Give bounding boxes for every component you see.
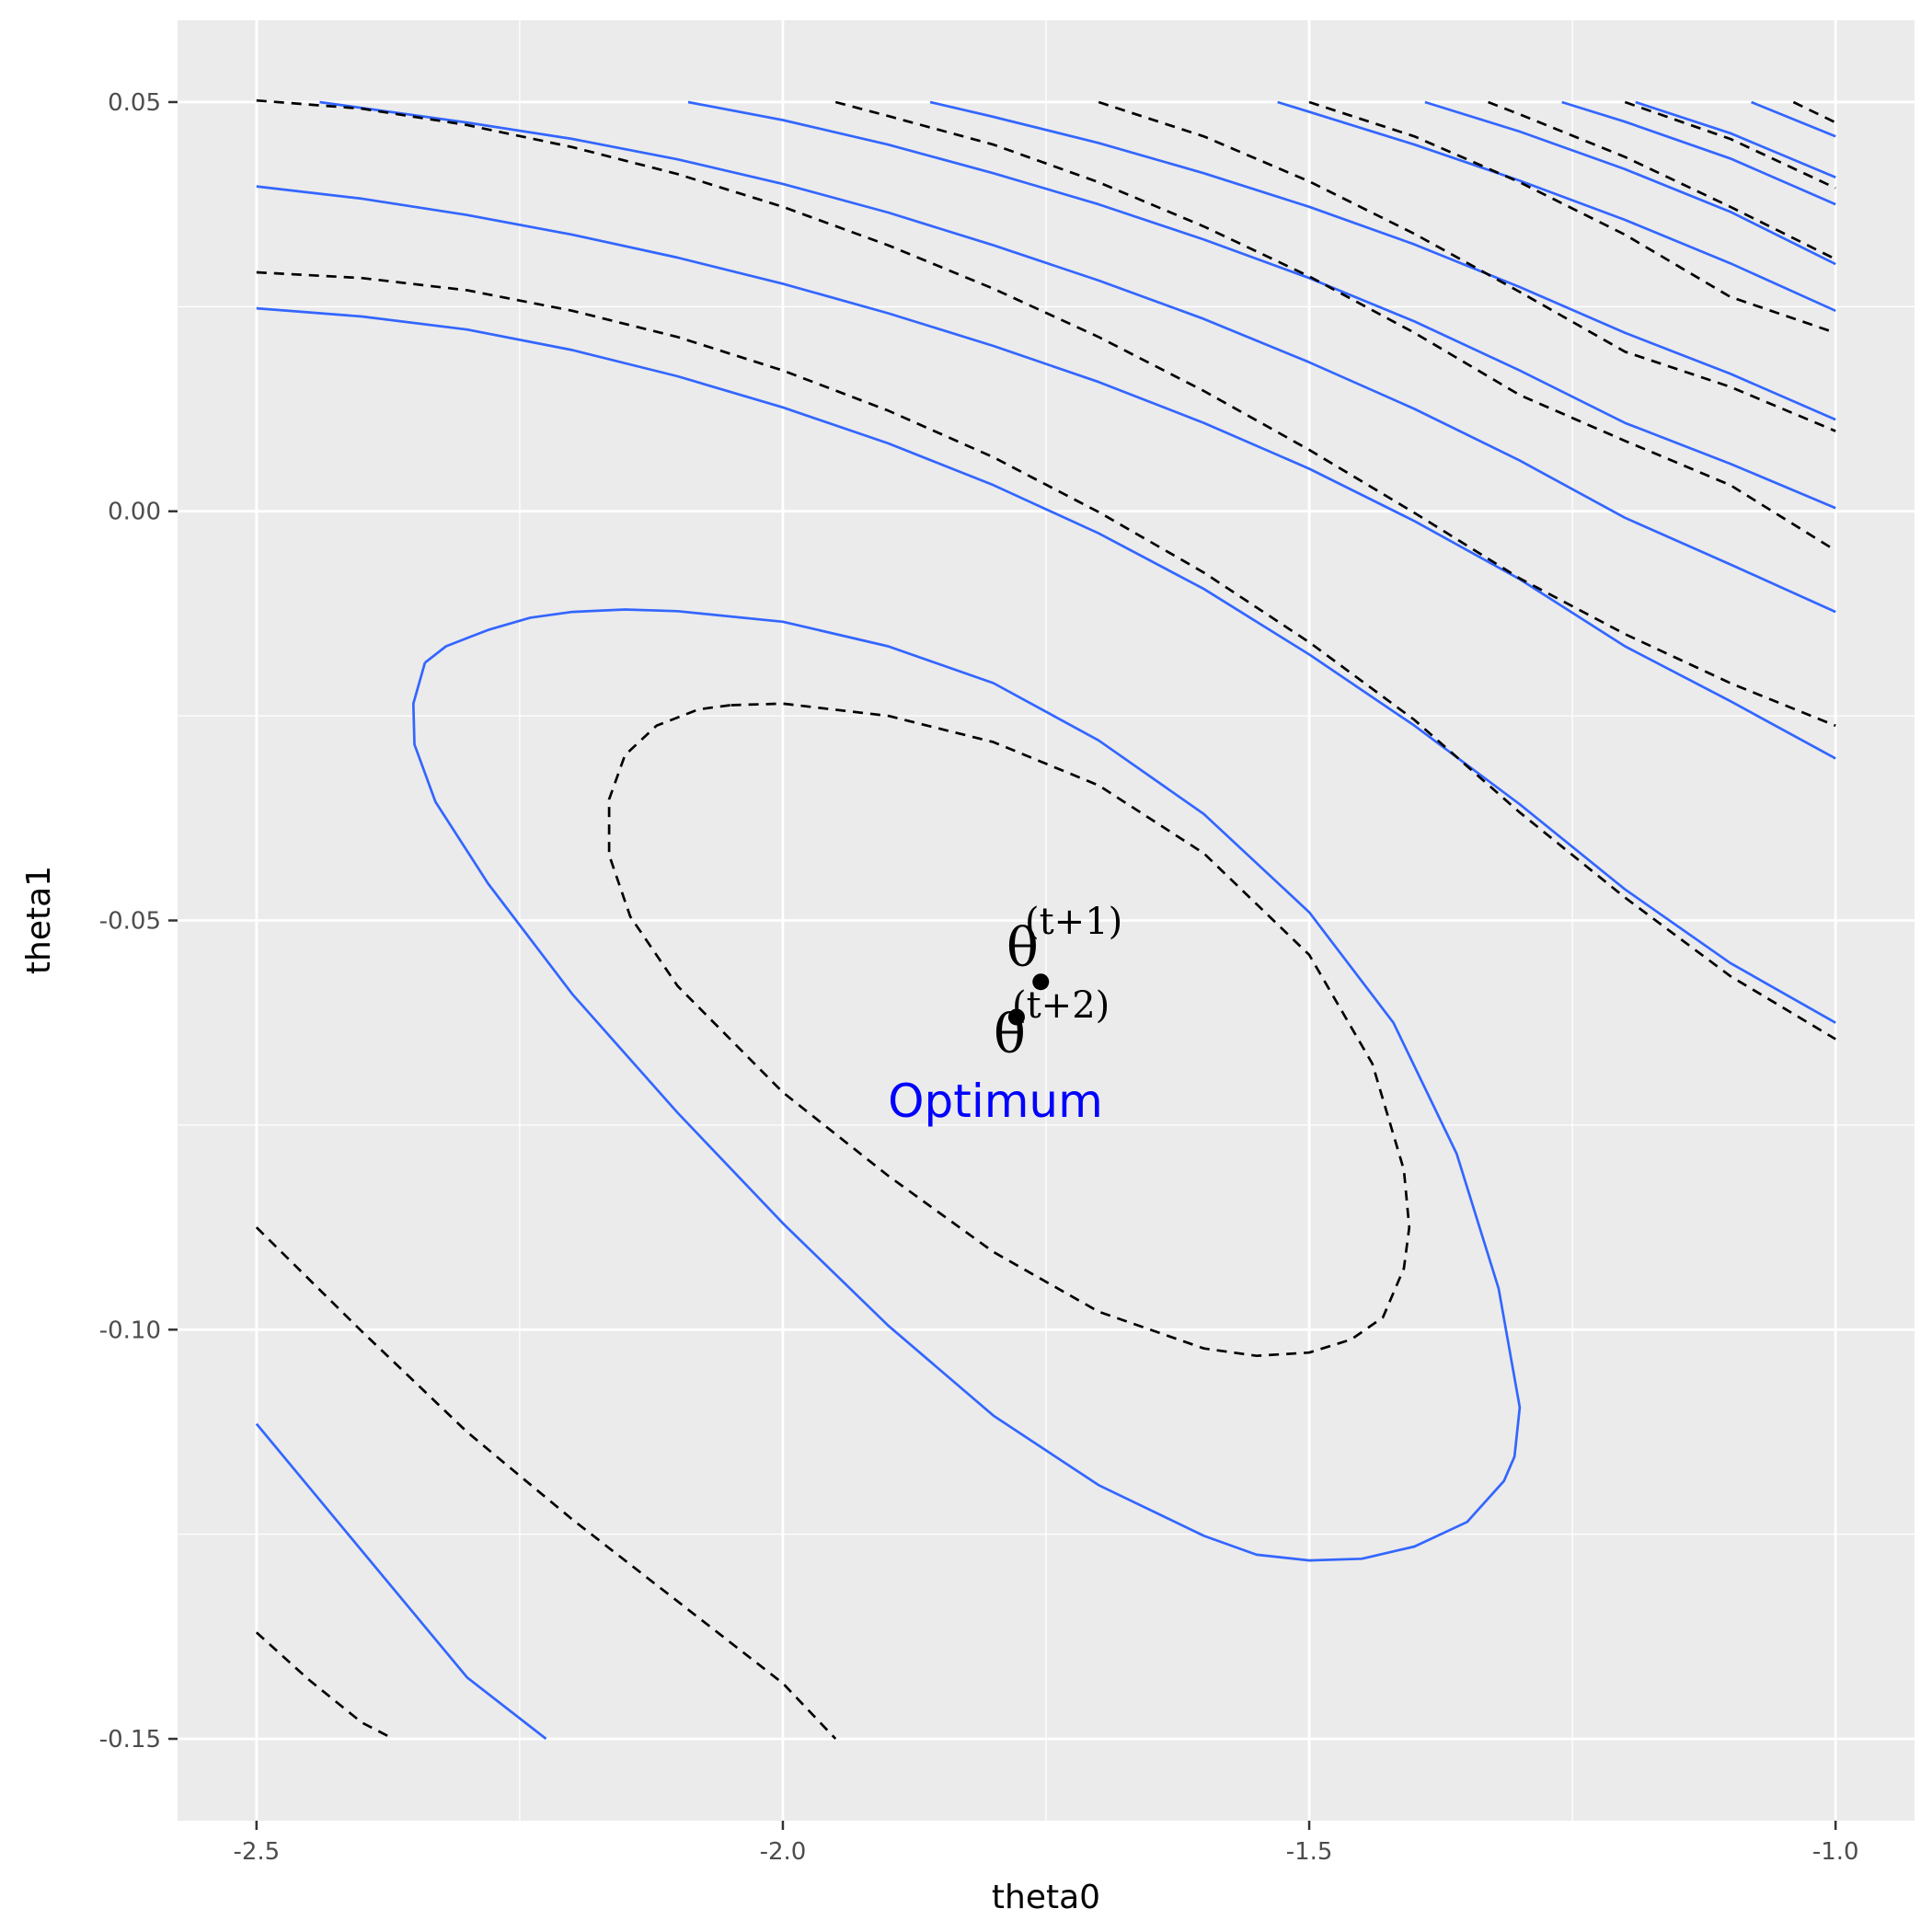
theta-t1-symbol: θ [1006,916,1039,979]
y-tick-label: -0.10 [99,1317,161,1344]
x-tick-label: -1.0 [1812,1838,1859,1866]
dashed-contour-5 [256,98,1836,728]
x-axis-title: theta0 [992,1879,1100,1916]
solid-contour-7 [929,100,1836,421]
gridlines [178,20,1915,1821]
y-tick-label: -0.15 [99,1726,161,1754]
y-axis: -0.15 -0.10 -0.05 0.00 0.05 [99,89,178,1754]
points-layer [1007,973,1050,1026]
theta-t+1-point [1032,973,1050,991]
dashed-contour-7 [1098,100,1836,432]
y-tick-label: 0.05 [108,89,161,117]
x-tick-label: -2.0 [760,1838,807,1866]
dashed-contour-3 [255,1631,395,1741]
dashed-contour-8 [1308,100,1836,335]
theta-t2-superscript: (t+2) [1012,984,1110,1027]
y-tick-label: 0.00 [108,499,161,526]
solid-contour-12 [1751,100,1836,138]
dashed-contour-2 [255,1226,837,1740]
theta-t+2-point [1007,1008,1025,1026]
solid-contour-11 [1635,100,1836,179]
solid-contour-10 [1561,100,1836,206]
theta-t2-symbol: θ [994,1003,1026,1065]
solid-contour-2 [255,1422,547,1741]
y-axis-title: theta1 [20,866,58,974]
solid-contour-3 [256,306,1836,1024]
optimum-label: Optimum [888,1075,1103,1128]
solid-contour-9 [1424,100,1836,266]
dashed-contour-11 [1792,100,1836,124]
solid-contour-8 [1277,100,1836,313]
dashed-contour-layer [255,98,1836,1741]
dashed-contour-6 [834,100,1836,552]
y-tick-label: -0.05 [99,908,161,936]
dashed-contour-1 [607,702,1411,1358]
solid-contour-layer [255,100,1836,1741]
x-tick-label: -1.5 [1286,1838,1333,1866]
solid-contour-5 [319,100,1836,614]
x-axis: -2.5 -2.0 -1.5 -1.0 [233,1821,1859,1866]
solid-contour-4 [256,185,1836,760]
x-tick-label: -2.5 [233,1838,280,1866]
dashed-contour-4 [256,270,1836,1041]
solid-contour-1 [411,608,1522,1562]
theta-t1-superscript: (t+1) [1025,901,1122,943]
dashed-contour-9 [1488,100,1836,260]
dashed-contour-10 [1624,100,1836,190]
solid-contour-6 [687,100,1836,510]
